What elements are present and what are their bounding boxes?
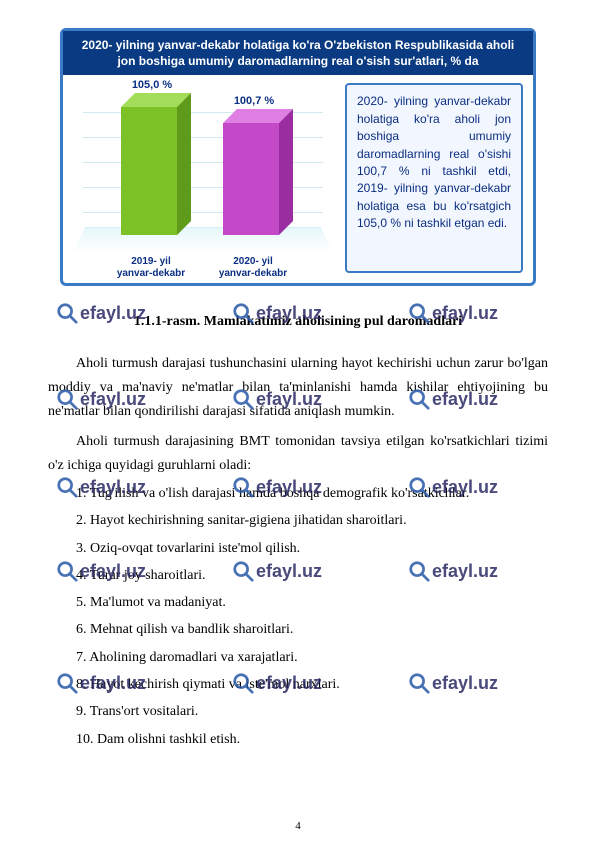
list-item: 9. Trans'ort vositalari. [76, 698, 548, 725]
list-item: 7. Aholining daromadlari va xarajatlari. [76, 644, 548, 671]
list-item: 3. Oziq-ovqat tovarlarini iste'mol qilis… [76, 535, 548, 562]
figure-text-panel: 2020- yilning yanvar-dekabr holatiga ko'… [345, 83, 523, 273]
paragraph-text: Aholi turmush darajasining BMT tomonidan… [48, 430, 548, 478]
list-item: 10. Dam olishni tashkil etish. [76, 726, 548, 753]
magnify-icon [56, 560, 78, 582]
list-item: 1. Tug'ilish va o'lish darajasi hamda bo… [76, 480, 548, 507]
list-item: 6. Mehnat qilish va bandlik sharoitlari. [76, 616, 548, 643]
paragraph: Aholi turmush darajasi tushunchasini ula… [48, 352, 548, 423]
figure-caption: 1.1.1-rasm. Mamlakatimiz aholisining pul… [0, 314, 596, 330]
page-number: 4 [0, 820, 596, 832]
list-item: 4. Turar joy sharoitlari. [76, 562, 548, 589]
bar-axis-label: 2020- yilyanvar-dekabr [213, 256, 293, 279]
paragraph: Aholi turmush darajasining BMT tomonidan… [48, 430, 548, 478]
numbered-list: 1. Tug'ilish va o'lish darajasi hamda bo… [76, 480, 548, 753]
figure-title: 2020- yilning yanvar-dekabr holatiga ko'… [63, 31, 533, 75]
bar-chart: 105,0 %2019- yilyanvar-dekabr100,7 %2020… [73, 83, 333, 283]
magnify-icon [56, 672, 78, 694]
figure-body: 105,0 % 2019- yilyanvar-dekabr 100,7 % 2020… [63, 75, 533, 283]
list-item: 8. Hayot kechirish qiymati va iste'mol n… [76, 671, 548, 698]
bar-value-label: 100,7 % [219, 95, 289, 107]
list-item: 2. Hayot kechirishning sanitar-gigiena j… [76, 507, 548, 534]
magnify-icon [56, 476, 78, 498]
paragraph-text: Aholi turmush darajasi tushunchasini ula… [48, 352, 548, 423]
bar-axis-label: 2019- yilyanvar-dekabr [111, 256, 191, 279]
figure-container: 2020- yilning yanvar-dekabr holatiga ko'… [60, 28, 536, 286]
bar-value-label: 105,0 % [117, 79, 187, 91]
chart-floor [73, 227, 333, 253]
list-item: 5. Ma'lumot va madaniyat. [76, 589, 548, 616]
